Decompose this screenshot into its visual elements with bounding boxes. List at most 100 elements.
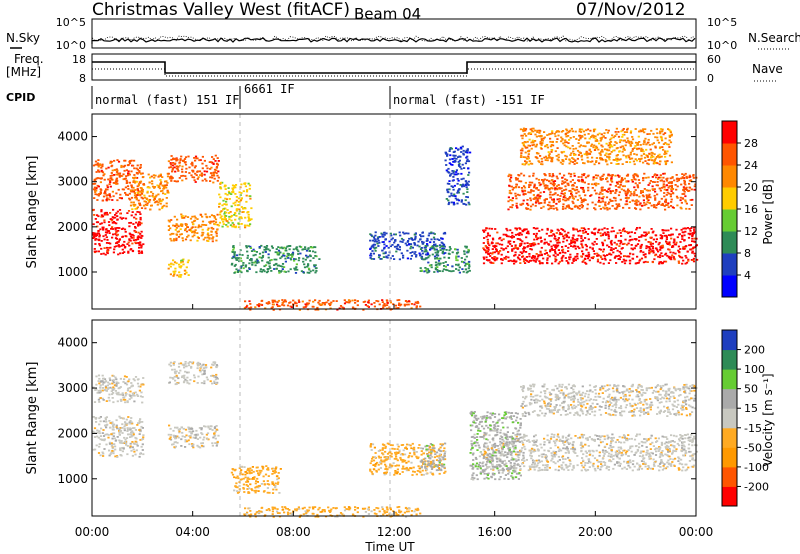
x-tick-label: 00:00 (75, 525, 110, 539)
power-colorbar-swatch (722, 253, 737, 276)
freq-label: Freq. (14, 52, 44, 66)
velocity-y-axis-label: Slant Range [km] (25, 362, 40, 475)
freq-strip: Freq. [MHz] 18 8 60 0 Nave (6, 52, 783, 85)
velocity-region-8 (520, 383, 698, 417)
date-label: 07/Nov/2012 (576, 0, 686, 20)
power-colorbar-swatch (722, 165, 737, 188)
nave-tick-bottom: 0 (707, 72, 714, 85)
nsearch-tick-bottom: 10^0 (707, 39, 737, 52)
velocity-y-tick-label: 4000 (57, 336, 88, 350)
x-tick-label: 20:00 (578, 525, 613, 539)
power-y-tick-label: 2000 (57, 220, 88, 234)
velocity-colorbar-tick: -15 (744, 422, 762, 435)
velocity-region-3 (168, 361, 219, 386)
velocity-region-7 (482, 433, 698, 472)
velocity-colorbar-tick: 15 (744, 402, 758, 415)
velocity-heatmap (92, 361, 698, 518)
velocity-panel: 1000 2000 3000 4000 (57, 319, 698, 518)
velocity-y-ticks: 1000 2000 3000 4000 (57, 336, 696, 486)
power-colorbar-tick: 28 (744, 137, 758, 150)
nsky-label: N.Sky (6, 31, 40, 45)
velocity-y-tick-label: 2000 (57, 426, 88, 440)
power-y-tick-label: 1000 (57, 265, 88, 279)
velocity-y-tick-label: 1000 (57, 472, 88, 486)
velocity-region-1 (92, 374, 145, 404)
velocity-y-tick-label: 3000 (57, 381, 88, 395)
beam-label: Beam 04 (354, 5, 421, 23)
power-panel: 1000 2000 3000 4000 (57, 113, 699, 311)
velocity-region-9 (469, 410, 522, 481)
velocity-colorbar-tick: -50 (744, 441, 762, 454)
velocity-colorbar-tick: 200 (744, 344, 765, 357)
power-region-6 (217, 181, 253, 229)
nsearch-trace (91, 35, 696, 42)
velocity-colorbar-tick: -100 (744, 461, 769, 474)
power-colorbar-tick: 16 (744, 203, 758, 216)
nave-label: Nave (752, 62, 783, 76)
power-region-0 (92, 208, 145, 256)
power-y-ticks: 1000 2000 3000 4000 (57, 130, 696, 279)
velocity-region-5 (369, 442, 447, 476)
velocity-colorbar-tick: 50 (744, 383, 758, 396)
power-region-10 (444, 145, 472, 206)
power-y-tick-label: 4000 (57, 130, 88, 144)
velocity-colorbar-swatch (722, 349, 737, 370)
power-region-12 (507, 172, 698, 211)
nsky-tick-bottom: 10^0 (56, 39, 86, 52)
power-y-tick-label: 3000 (57, 175, 88, 189)
velocity-colorbar-label: Velocity [m s⁻¹] (761, 373, 775, 466)
power-colorbar-tick: 12 (744, 225, 758, 238)
velocity-region-10 (243, 506, 422, 518)
power-colorbar-swatch (722, 187, 737, 210)
power-colorbar-tick: 8 (744, 247, 751, 260)
x-axis-ticks: 00:00 04:00 08:00 12:00 16:00 20:00 00:00 (75, 304, 713, 539)
power-region-13 (519, 127, 673, 166)
power-colorbar-swatch (722, 143, 737, 166)
velocity-colorbar-swatch (722, 466, 737, 487)
power-colorbar-label: Power [dB] (761, 179, 775, 244)
cpid-segment-2: 6661 IF (244, 82, 295, 96)
velocity-colorbar-swatch (722, 369, 737, 390)
nsearch-label: N.Search (748, 31, 800, 45)
freq-tick-top: 18 (72, 53, 86, 66)
x-tick-label: 16:00 (477, 525, 512, 539)
velocity-colorbar-swatch (722, 447, 737, 468)
cpid-label: CPID (6, 91, 35, 104)
velocity-colorbar-swatch (722, 408, 737, 429)
freq-tick-bottom: 8 (79, 72, 86, 85)
power-region-1 (92, 159, 144, 202)
power-region-5 (167, 258, 190, 278)
x-axis-label: Time UT (364, 540, 415, 554)
velocity-colorbar-swatch (722, 330, 737, 351)
power-region-8 (369, 231, 447, 261)
velocity-colorbar: Velocity [m s⁻¹] 200 100 50 15 -15 -50 -100 -20… (721, 329, 775, 507)
velocity-region-2 (167, 424, 220, 449)
power-colorbar: Power [dB] 28 24 20 16 12 8 4 (721, 120, 775, 298)
power-region-9 (419, 245, 471, 274)
nave-trace (92, 68, 696, 77)
velocity-region-4 (230, 465, 282, 494)
cpid-segment-3: normal (fast) -151 IF (393, 93, 545, 107)
freq-unit-label: [MHz] (6, 65, 41, 79)
cpid-strip: CPID normal (fast) 151 IF 6661 IF normal… (6, 82, 697, 109)
nsky-strip: N.Sky 10^5 10^0 10^5 10^0 N.Search (6, 16, 800, 52)
nsky-trace (91, 37, 696, 44)
x-tick-label: 04:00 (175, 525, 210, 539)
nave-tick-top: 60 (707, 53, 721, 66)
freq-trace (92, 61, 696, 74)
power-colorbar-swatch (722, 121, 737, 144)
velocity-colorbar-tick: -200 (744, 480, 769, 493)
x-tick-label: 08:00 (276, 525, 311, 539)
nsearch-tick-top: 10^5 (707, 16, 737, 29)
power-colorbar-swatch (722, 231, 737, 254)
power-colorbar-swatch (722, 209, 737, 232)
power-region-7 (230, 244, 321, 274)
power-heatmap (92, 127, 699, 311)
velocity-colorbar-swatch (722, 388, 737, 409)
velocity-colorbar-swatch (722, 486, 737, 507)
power-region-11 (482, 226, 699, 265)
power-y-axis-label: Slant Range [km] (25, 156, 40, 269)
plot-title: Christmas Valley West (fitACF) (92, 0, 350, 20)
